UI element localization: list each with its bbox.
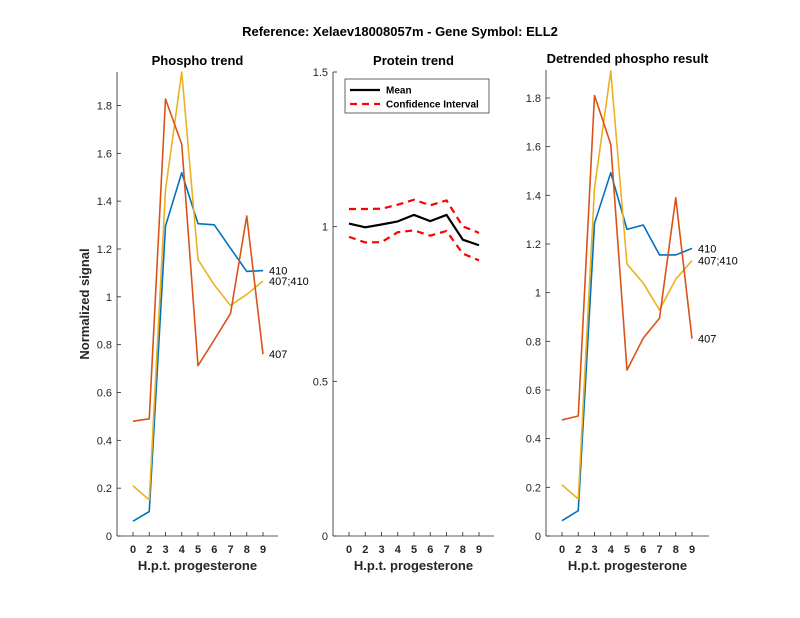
- y-tick-label: 1.6: [97, 148, 112, 160]
- legend: Mean Confidence Interval: [344, 78, 490, 114]
- y-tick-label: 1.6: [526, 142, 541, 154]
- y-tick-label: 0.6: [526, 385, 541, 397]
- x-tick-label: 3: [378, 544, 384, 556]
- x-axis-label: H.p.t. progesterone: [138, 558, 257, 573]
- x-tick-label: 4: [395, 544, 402, 556]
- series-line-410: [561, 171, 693, 522]
- y-axis-label: Normalized signal: [77, 248, 92, 359]
- y-tick-label: 0.8: [97, 340, 112, 352]
- series-line-confidence-interval-upper: [349, 198, 480, 234]
- legend-box: [344, 78, 490, 114]
- series-line-407: [132, 98, 264, 422]
- x-tick-label: 0: [559, 544, 565, 556]
- y-tick-label: 0.6: [97, 387, 112, 399]
- y-tick-label: 0: [106, 531, 112, 543]
- x-tick-label: 6: [640, 544, 646, 556]
- x-tick-label: 8: [673, 544, 679, 556]
- y-tick-label: 0: [322, 531, 328, 543]
- series-line-410: [132, 171, 264, 522]
- x-tick-label: 9: [476, 544, 482, 556]
- y-tick-label: 1.8: [526, 93, 541, 105]
- x-tick-label: 7: [443, 544, 449, 556]
- x-tick-label: 2: [362, 544, 368, 556]
- y-tick-label: 0.8: [526, 336, 541, 348]
- series-end-label: 407;410: [698, 256, 738, 268]
- y-tick-label: 1: [106, 292, 112, 304]
- series-line-confidence-interval-lower: [348, 229, 480, 262]
- series-end-label: 407: [698, 334, 716, 346]
- y-tick-label: 0.2: [97, 483, 112, 495]
- y-tick-label: 0.2: [526, 482, 541, 494]
- x-tick-label: 7: [656, 544, 662, 556]
- legend-label-mean: Mean: [386, 86, 412, 97]
- panel-title: Detrended phospho result: [547, 51, 709, 66]
- series-end-label: 407;410: [269, 276, 309, 288]
- figure-suptitle: Reference: Xelaev18008057m - Gene Symbol…: [242, 24, 558, 39]
- panel-title: Phospho trend: [152, 53, 244, 68]
- x-axis-label: H.p.t. progesterone: [568, 558, 687, 573]
- series-line-mean: [348, 213, 480, 247]
- y-tick-label: 0.4: [97, 435, 112, 447]
- y-tick-label: 1.2: [526, 239, 541, 251]
- panel-phospho-trend: Phospho trend 0 0.2 0.4 0.6 0.8 1 1.2 1.4 1.6 1.8 0…: [77, 53, 309, 573]
- x-tick-label: 6: [211, 544, 217, 556]
- x-tick-label: 4: [179, 544, 186, 556]
- series-end-label: 410: [698, 243, 716, 255]
- x-tick-label: 2: [575, 544, 581, 556]
- x-tick-label: 7: [227, 544, 233, 556]
- y-tick-label: 1.4: [526, 190, 541, 202]
- x-tick-label: 3: [162, 544, 168, 556]
- panel-detrended-phospho: Detrended phospho result 0 0.2 0.4 0.6 0.8 1 1.…: [526, 51, 738, 573]
- series-line-407-410: [132, 71, 264, 501]
- y-tick-label: 1.8: [97, 100, 112, 112]
- x-tick-label: 3: [591, 544, 597, 556]
- y-tick-label: 1.4: [97, 196, 112, 208]
- y-tick-label: 1: [322, 222, 328, 234]
- x-tick-label: 9: [689, 544, 695, 556]
- series-line-407-410: [561, 70, 693, 500]
- x-tick-label: 8: [244, 544, 250, 556]
- x-axis-label: H.p.t. progesterone: [354, 558, 473, 573]
- x-tick-label: 8: [460, 544, 466, 556]
- x-tick-label: 0: [130, 544, 136, 556]
- x-tick-label: 9: [260, 544, 266, 556]
- x-tick-label: 5: [195, 544, 201, 556]
- y-tick-label: 0.4: [526, 434, 541, 446]
- panel-title: Protein trend: [373, 53, 454, 68]
- y-tick-label: 1.2: [97, 244, 112, 256]
- y-tick-label: 0.5: [313, 376, 328, 388]
- y-tick-label: 1.5: [313, 67, 328, 79]
- series-line-407: [561, 94, 693, 421]
- x-tick-label: 0: [346, 544, 352, 556]
- y-tick-label: 1: [535, 288, 541, 300]
- legend-label-confidence-interval: Confidence Interval: [386, 100, 479, 111]
- y-tick-label: 0: [535, 531, 541, 543]
- series-end-label: 410: [269, 266, 287, 278]
- x-tick-label: 4: [608, 544, 615, 556]
- x-tick-label: 2: [146, 544, 152, 556]
- x-tick-label: 5: [411, 544, 417, 556]
- series-end-label: 407: [269, 349, 287, 361]
- x-tick-label: 6: [427, 544, 433, 556]
- x-tick-label: 5: [624, 544, 630, 556]
